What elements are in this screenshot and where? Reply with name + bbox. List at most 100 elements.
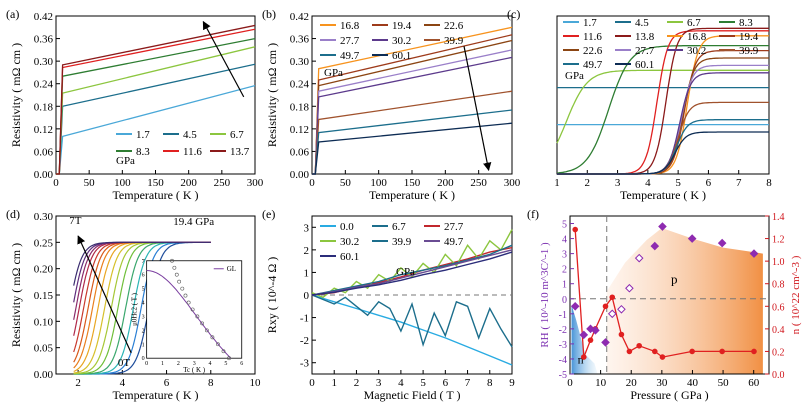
field-top-label: 7T [69,215,82,227]
inset-y-tick-label: 5 [142,287,145,293]
x-tick-label: 6 [164,377,170,389]
x-tick-label: 7 [736,177,742,189]
legend-label: 11.6 [583,31,602,43]
legend-label: 6.7 [392,221,406,233]
legend-label: 6.7 [230,129,244,141]
series-line [557,131,769,175]
y-tick-label: 3 [304,222,310,234]
x-axis-label: Temperature ( K ) [112,388,198,402]
x-tick-label: 8 [766,177,772,189]
inset-point [195,314,200,319]
legend-label: 60.1 [392,50,411,62]
x-tick-label: 1 [331,377,337,389]
inset-y-tick-label: 4 [142,301,145,307]
y-left-tick-label: 3 [562,250,567,261]
panel-a: 0 50 100 150 200 250 300 0.00 0.06 0.12 0.18 0.24 0.… [6,7,264,202]
inset-y-label: μ0Hc2 ( T ) [131,292,139,326]
inset: 0 1 2 3 4 5 6 0 1 2 3 4 5 6 7 Tc ( K ) μ0Hc2 ( T ) GL [131,259,244,374]
y-tick-label: 0.00 [34,169,54,181]
trend-arrow [202,20,245,98]
inset-y-tick-label: 3 [142,314,145,320]
legend-label: 1.7 [583,17,597,29]
density-point [751,348,757,355]
y-axis-label: Resistivity ( mΩ cm ) [9,43,23,147]
plot-frame [556,15,770,175]
series-line [56,63,256,175]
panel-f: 0 10 20 30 40 50 60 -5 -4 -3 -2 -1 0 1 2 3 4 5 0.0 0.2 0.4 0.… [527,207,802,402]
x-tick-label: 6 [706,177,712,189]
y-tick-label: 0.18 [34,101,54,113]
y-left-tick-label: -1 [559,310,567,321]
inset-y-tick-label: 0 [142,356,145,362]
y-tick-label: 0.24 [290,79,310,91]
y-axis-label: Resistivity ( mΩ cm ) [9,243,23,347]
y-tick-label: 0.25 [34,237,54,249]
region-label-n: n [578,352,584,366]
inset-x-tick-label: 5 [224,361,227,367]
density-point [636,342,642,349]
inset-point [172,265,177,270]
legend-label: 49.7 [340,50,360,62]
legend-label: 30.2 [340,236,359,248]
n-region [571,304,598,374]
y-right-tick-label: 1.2 [772,235,785,246]
y-right-axis-label: n ( 10^22 cm^-3 ) [790,255,802,334]
legend-label: 30.2 [392,35,411,47]
y-left-tick-label: 1 [562,280,567,291]
x-tick-label: 300 [504,177,521,189]
y-tick-label: 0.10 [34,316,54,328]
series-line [312,122,513,175]
inset-point [227,356,231,361]
y-right-tick-label: 0.4 [772,325,785,336]
x-tick-label: 8 [208,377,214,389]
inset-x-tick-label: 4 [209,361,212,367]
y-right-tick-label: 1.0 [772,257,785,268]
x-tick-label: 5 [420,377,426,389]
hall-point [717,238,727,248]
density-point [609,294,616,301]
legend-label: 27.7 [635,45,655,57]
x-tick-label: 5 [675,177,681,189]
x-tick-label: 9 [509,377,515,389]
inset-point [216,342,220,347]
inset-point [204,328,209,333]
y-left-tick-label: 2 [562,265,567,276]
field-arrow [77,235,132,354]
x-tick-label: 40 [687,377,699,389]
y-tick-label: 0.05 [34,343,54,355]
x-tick-label: 30 [656,377,668,389]
inset-x-label: Tc ( K ) [183,366,206,374]
x-tick-label: 2 [585,177,591,189]
x-tick-label: 2 [75,377,81,389]
panel-label: (f) [527,207,539,221]
inset-point [183,293,188,298]
inset-fit-line [146,270,231,359]
x-tick-label: 1 [554,177,560,189]
x-tick-label: 100 [370,177,387,189]
series-line [56,46,256,175]
y-right-tick-label: 0.6 [772,302,785,313]
y-left-tick-label: 0 [562,295,567,306]
inset-x-tick-label: 0 [145,361,148,367]
legend-label: 11.6 [183,146,202,158]
legend-label: 39.9 [444,35,464,47]
hall-point [625,283,634,293]
x-tick-label: 4 [398,377,404,389]
series-line [557,101,769,175]
y-left-tick-label: 5 [562,220,567,231]
legend-label: 19.4 [739,31,759,43]
hall-point [650,241,660,251]
y-tick-label: 1 [304,267,310,279]
y-tick-label: 0.30 [34,211,54,223]
y-tick-label: -2 [300,335,309,347]
x-tick-label: 0 [309,377,315,389]
legend-label: 22.6 [583,45,603,57]
x-tick-label: 300 [247,177,264,189]
x-tick-label: 3 [615,177,621,189]
series-line [556,69,769,144]
legend-label: 19.4 [392,20,412,32]
legend-label: 13.8 [635,31,655,43]
y-tick-label: 0.00 [34,369,54,381]
y-tick-label: 0.06 [290,146,310,158]
x-tick-label: 7 [465,377,471,389]
